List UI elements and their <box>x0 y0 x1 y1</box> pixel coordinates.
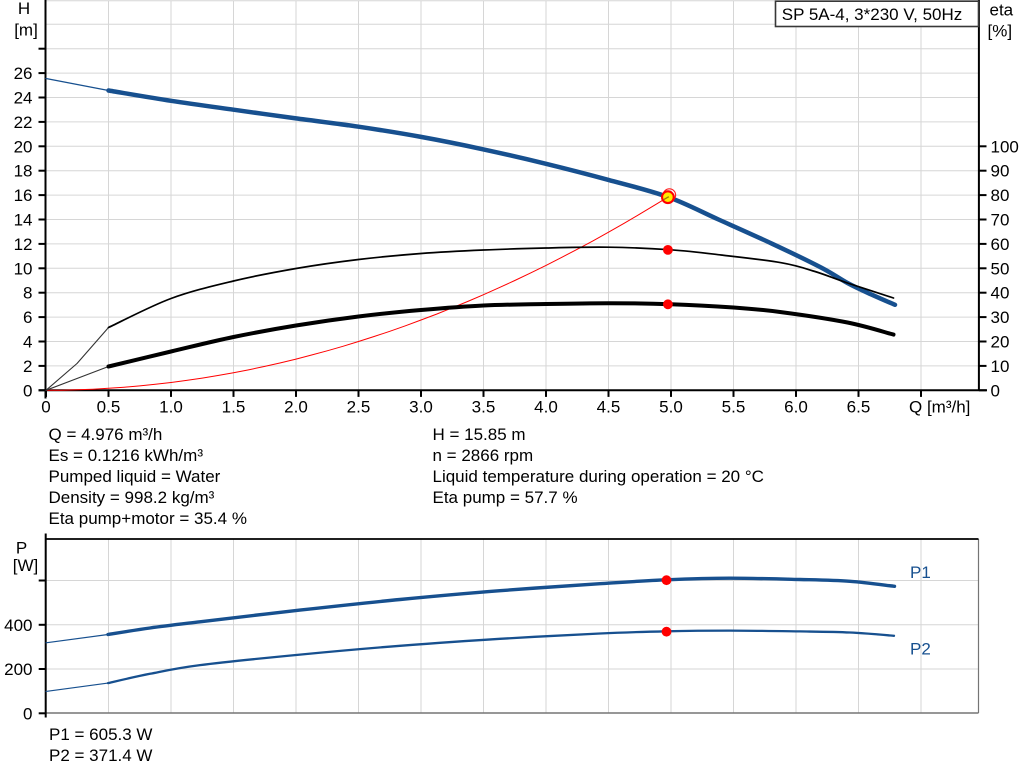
svg-text:0.5: 0.5 <box>97 398 121 417</box>
svg-text:[W]: [W] <box>13 556 39 575</box>
svg-text:100: 100 <box>991 137 1019 156</box>
svg-text:H = 15.85 m: H = 15.85 m <box>433 425 526 444</box>
svg-text:2.5: 2.5 <box>347 398 371 417</box>
svg-text:H: H <box>18 0 30 18</box>
svg-text:4: 4 <box>23 333 32 352</box>
svg-text:Eta pump = 57.7 %: Eta pump = 57.7 % <box>433 488 578 507</box>
svg-text:8: 8 <box>23 284 32 303</box>
svg-text:P1: P1 <box>910 563 931 582</box>
svg-text:eta: eta <box>990 1 1014 20</box>
svg-text:n = 2866 rpm: n = 2866 rpm <box>433 446 534 465</box>
svg-text:0: 0 <box>991 381 1000 400</box>
svg-text:20: 20 <box>14 137 33 156</box>
svg-text:Q [m³/h]: Q [m³/h] <box>909 398 970 417</box>
svg-text:3.5: 3.5 <box>472 398 496 417</box>
svg-text:Q = 4.976 m³/h: Q = 4.976 m³/h <box>49 425 163 444</box>
svg-text:Pumped liquid = Water: Pumped liquid = Water <box>49 467 221 486</box>
svg-text:4.0: 4.0 <box>534 398 558 417</box>
svg-text:2: 2 <box>23 357 32 376</box>
svg-text:Density = 998.2 kg/m³: Density = 998.2 kg/m³ <box>49 488 215 507</box>
svg-text:[m]: [m] <box>14 21 38 40</box>
svg-text:P2: P2 <box>910 640 931 659</box>
svg-text:5.5: 5.5 <box>722 398 746 417</box>
svg-text:30: 30 <box>991 308 1010 327</box>
svg-text:14: 14 <box>14 211 33 230</box>
svg-text:P: P <box>16 539 27 558</box>
svg-text:P2 = 371.4 W: P2 = 371.4 W <box>49 746 152 765</box>
svg-text:Es = 0.1216 kWh/m³: Es = 0.1216 kWh/m³ <box>49 446 204 465</box>
svg-text:0: 0 <box>23 704 32 723</box>
svg-text:Liquid temperature during oper: Liquid temperature during operation = 20… <box>433 467 764 486</box>
svg-text:6.0: 6.0 <box>784 398 808 417</box>
svg-text:P1 = 605.3 W: P1 = 605.3 W <box>49 725 152 744</box>
svg-text:80: 80 <box>991 186 1010 205</box>
svg-text:10: 10 <box>14 259 33 278</box>
svg-text:0: 0 <box>23 381 32 400</box>
svg-text:22: 22 <box>14 113 33 132</box>
svg-text:6.5: 6.5 <box>847 398 871 417</box>
svg-text:16: 16 <box>14 186 33 205</box>
svg-text:4.5: 4.5 <box>597 398 621 417</box>
svg-text:20: 20 <box>991 333 1010 352</box>
svg-text:200: 200 <box>4 660 32 679</box>
svg-text:50: 50 <box>991 259 1010 278</box>
svg-text:24: 24 <box>14 89 33 108</box>
svg-text:10: 10 <box>991 357 1010 376</box>
svg-text:1.5: 1.5 <box>222 398 246 417</box>
svg-text:3.0: 3.0 <box>409 398 433 417</box>
svg-text:40: 40 <box>991 284 1010 303</box>
svg-text:5.0: 5.0 <box>659 398 683 417</box>
svg-text:6: 6 <box>23 308 32 327</box>
svg-text:12: 12 <box>14 235 33 254</box>
svg-text:2.0: 2.0 <box>284 398 308 417</box>
svg-text:400: 400 <box>4 616 32 635</box>
svg-text:1.0: 1.0 <box>159 398 183 417</box>
svg-text:90: 90 <box>991 162 1010 181</box>
svg-text:0: 0 <box>41 398 50 417</box>
svg-text:18: 18 <box>14 162 33 181</box>
svg-text:[%]: [%] <box>988 22 1013 41</box>
svg-text:60: 60 <box>991 235 1010 254</box>
svg-text:SP 5A-4, 3*230 V, 50Hz: SP 5A-4, 3*230 V, 50Hz <box>782 5 963 24</box>
svg-text:70: 70 <box>991 211 1010 230</box>
svg-text:26: 26 <box>14 64 33 83</box>
svg-text:Eta pump+motor = 35.4 %: Eta pump+motor = 35.4 % <box>49 509 247 528</box>
